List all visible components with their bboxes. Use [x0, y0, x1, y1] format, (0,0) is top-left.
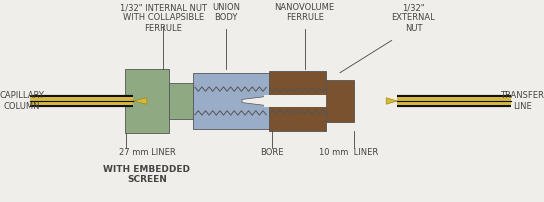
Text: UNION
BODY: UNION BODY: [212, 3, 240, 22]
Bar: [264, 95, 332, 107]
Polygon shape: [242, 96, 302, 106]
Bar: [193, 73, 269, 129]
Bar: [326, 80, 354, 122]
Bar: [169, 83, 193, 119]
Text: TRANSFER
LINE: TRANSFER LINE: [500, 91, 544, 111]
Polygon shape: [133, 98, 147, 104]
Text: 27 mm LINER: 27 mm LINER: [119, 148, 175, 158]
Text: BORE: BORE: [260, 148, 284, 158]
Bar: [125, 69, 169, 133]
Text: 1/32"
EXTERNAL
NUT: 1/32" EXTERNAL NUT: [392, 3, 435, 33]
Text: WITH EMBEDDED
SCREEN: WITH EMBEDDED SCREEN: [103, 165, 190, 184]
Text: 1/32" INTERNAL NUT
WITH COLLAPSIBLE
FERRULE: 1/32" INTERNAL NUT WITH COLLAPSIBLE FERR…: [120, 3, 207, 33]
Bar: [269, 71, 326, 131]
Polygon shape: [386, 98, 397, 104]
Text: NANOVOLUME
FERRULE: NANOVOLUME FERRULE: [275, 3, 335, 22]
Text: 10 mm  LINER: 10 mm LINER: [319, 148, 378, 158]
Text: CAPILLARY
COLUMN: CAPILLARY COLUMN: [0, 91, 44, 111]
